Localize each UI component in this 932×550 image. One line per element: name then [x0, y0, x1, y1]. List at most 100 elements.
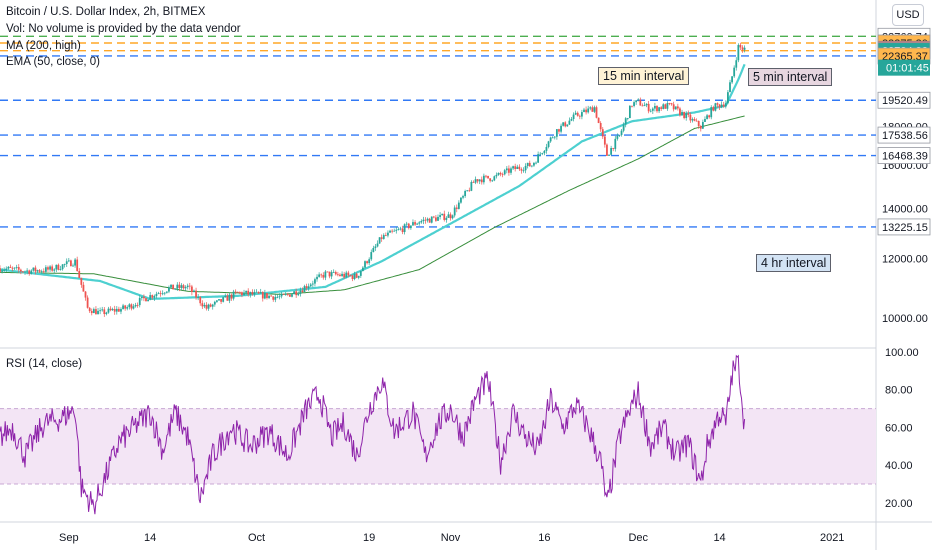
candle-body: [197, 297, 200, 298]
candle-body: [178, 284, 181, 288]
candle-body: [401, 228, 404, 233]
candle-body: [720, 104, 723, 108]
price-tick-label: 12000.00: [882, 254, 928, 266]
candle-body: [741, 47, 744, 50]
candle-body: [136, 304, 139, 306]
candle-body: [80, 277, 83, 285]
candle-body: [282, 294, 285, 295]
candle-body: [84, 291, 87, 298]
candle-body: [238, 292, 241, 293]
candle-body: [190, 286, 193, 293]
candle-body: [683, 111, 686, 119]
candle-body: [445, 217, 448, 220]
candle-body: [88, 307, 91, 312]
candle-body: [412, 222, 414, 226]
ma-line: [0, 115, 745, 295]
candle-body: [301, 290, 304, 293]
candle-body: [499, 172, 502, 175]
candle-body: [49, 266, 51, 270]
candle-body: [676, 106, 679, 109]
candle-body: [30, 270, 33, 274]
candle-body: [109, 308, 112, 311]
ma-legend[interactable]: MA (200, high): [6, 40, 81, 52]
candle-body: [606, 144, 608, 156]
candle-body: [572, 114, 575, 120]
candle-body: [693, 119, 696, 121]
candle-body: [372, 247, 375, 253]
horizontal-levels: [0, 35, 876, 228]
price-label-text: 16468.39: [882, 151, 928, 163]
candle-body: [107, 308, 110, 313]
price-label-text: 19520.49: [882, 95, 928, 107]
candle-body: [608, 154, 610, 156]
candle-body: [530, 165, 533, 167]
candle-body: [174, 288, 177, 290]
candle-body: [328, 271, 331, 277]
candle-body: [357, 275, 360, 278]
candle-body: [218, 299, 220, 301]
candle-body: [120, 309, 122, 312]
candle-body: [295, 291, 298, 296]
candle-body: [289, 294, 291, 297]
candle-body: [253, 291, 256, 295]
candle-body: [380, 237, 383, 239]
symbol-title: Bitcoin / U.S. Dollar Index, 2h, BITMEX: [6, 6, 206, 18]
note-5-min: 5 min interval: [748, 68, 833, 86]
candle-body: [672, 104, 675, 110]
candle-body: [464, 191, 467, 197]
rsi-tick-label: 60.00: [885, 422, 913, 434]
candle-body: [635, 100, 638, 103]
candle-body: [97, 310, 99, 315]
candle-body: [322, 274, 325, 278]
candle-body: [714, 103, 717, 111]
candle-body: [729, 82, 731, 93]
candle-body: [666, 103, 669, 109]
candle-body: [622, 124, 625, 131]
candle-body: [22, 271, 24, 273]
candle-body: [708, 115, 711, 118]
candle-body: [739, 44, 742, 48]
candle-body: [216, 300, 218, 302]
candle-body: [645, 103, 648, 106]
candle-body: [689, 114, 692, 121]
countdown-box: [878, 59, 930, 76]
time-tick-label: 2021: [820, 532, 844, 544]
candle-body: [61, 264, 64, 270]
ema-legend[interactable]: EMA (50, close, 0): [6, 56, 100, 68]
candle-body: [32, 267, 35, 271]
candle-body: [706, 115, 708, 119]
candle-body: [474, 179, 477, 183]
candle-body: [724, 103, 727, 107]
candle-body: [63, 264, 66, 265]
candle-body: [70, 260, 72, 267]
candle-body: [228, 294, 231, 301]
candle-body: [320, 274, 323, 276]
currency-button[interactable]: USD: [892, 4, 924, 26]
candle-body: [303, 286, 306, 293]
candle-body: [132, 306, 135, 309]
candle-body: [570, 119, 573, 121]
candle-body: [203, 304, 206, 307]
price-tick-label: 10000.00: [882, 313, 928, 325]
candle-body: [40, 271, 43, 273]
candle-body: [330, 272, 333, 277]
candle-body: [384, 235, 387, 236]
candle-body: [654, 105, 656, 109]
candle-body: [103, 309, 106, 315]
candle-body: [326, 271, 329, 273]
candle-body: [457, 202, 460, 209]
rsi-series-line: [0, 354, 746, 515]
candle-body: [272, 296, 275, 300]
candle-body: [449, 214, 452, 219]
candle-body: [555, 129, 558, 137]
candle-body: [466, 190, 469, 192]
price-label-text: 13225.15: [882, 222, 928, 234]
candle-body: [470, 181, 473, 191]
candle-body: [307, 286, 310, 289]
candle-body: [735, 60, 738, 68]
candle-body: [13, 267, 16, 269]
candle-body: [568, 120, 571, 125]
candle-body: [366, 261, 368, 264]
candle-body: [453, 207, 456, 216]
candle-body: [439, 215, 441, 217]
